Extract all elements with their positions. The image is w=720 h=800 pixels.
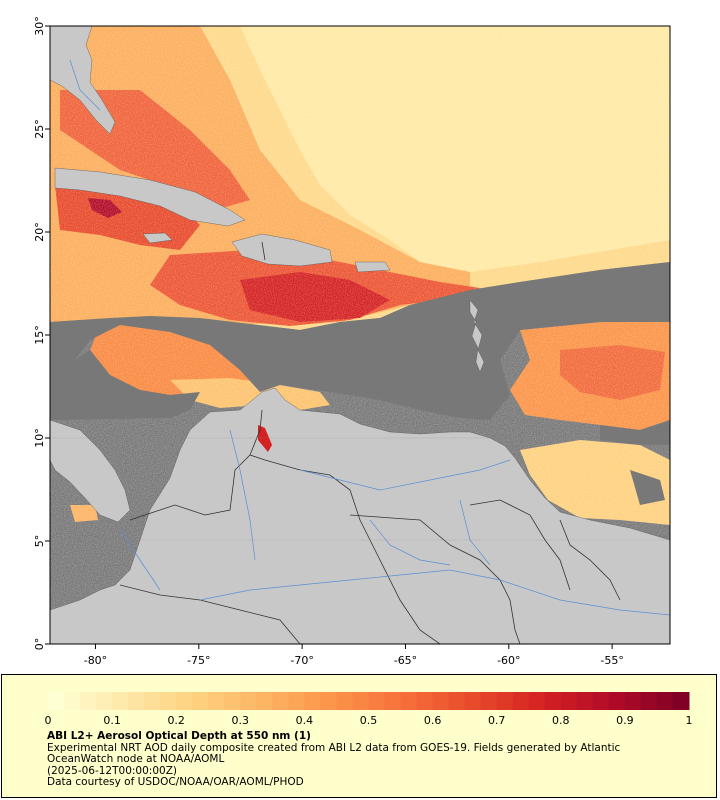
- colorbar-tick-label: 0: [45, 714, 52, 727]
- colorbar-swatch: [128, 692, 145, 710]
- colorbar-swatch: [224, 692, 241, 710]
- colorbar-swatch: [384, 692, 402, 710]
- lon-tick-label: -80°: [84, 654, 107, 667]
- colorbar-tick-label: 0.3: [232, 714, 250, 727]
- lat-tick-label: 25°: [33, 119, 46, 139]
- colorbar-swatch: [448, 692, 466, 710]
- colorbar-swatch: [624, 692, 642, 710]
- colorbar-swatch: [640, 692, 658, 710]
- lat-tick-label: 15°: [33, 325, 46, 345]
- colorbar-swatch: [352, 692, 369, 710]
- colorbar-swatch: [96, 692, 113, 710]
- hispaniola-land: [231, 233, 333, 267]
- colorbar-swatch: [464, 692, 482, 710]
- colorbar-swatch: [480, 692, 498, 710]
- lat-tick-label: 0°: [33, 638, 46, 651]
- cuba-land: [54, 167, 246, 227]
- jamaica-land: [142, 232, 173, 244]
- legend-credit: Data courtesy of USDOC/NOAA/OAR/AOML/PHO…: [47, 776, 304, 788]
- colorbar-swatch: [288, 692, 305, 710]
- florida-land: [50, 26, 116, 135]
- colorbar-swatch: [544, 692, 562, 710]
- colorbar-swatch: [176, 692, 193, 710]
- colorbar-swatch: [416, 692, 434, 710]
- colorbar-swatch: [496, 692, 514, 710]
- colorbar-swatch: [48, 692, 65, 710]
- legend-panel: 0 0.1 0.2 0.3 0.4 0.5 0.6 0.7 0.8 0.9 1: [1, 674, 717, 798]
- colorbar-swatch: [528, 692, 546, 710]
- colorbar-swatch: [208, 692, 225, 710]
- colorbar-swatch: [272, 692, 289, 710]
- lat-tick-label: 30°: [33, 16, 46, 36]
- colorbar-swatch: [64, 692, 81, 710]
- lake-maracaibo: [258, 425, 272, 452]
- lon-tick-label: -65°: [394, 654, 417, 667]
- lon-tick-label: -70°: [290, 654, 313, 667]
- colorbar-swatch: [512, 692, 530, 710]
- colorbar-swatch: [368, 692, 386, 710]
- colorbar-swatch: [560, 692, 578, 710]
- lat-tick-label: 20°: [33, 222, 46, 242]
- colorbar-swatch: [240, 692, 257, 710]
- colorbar-swatch: [304, 692, 321, 710]
- colorbar-ticks: 0 0.1 0.2 0.3 0.4 0.5 0.6 0.7 0.8 0.9 1: [45, 714, 693, 727]
- lat-tick-label: 5°: [33, 535, 46, 548]
- colorbar-tick-label: 0.5: [360, 714, 378, 727]
- colorbar-tick-label: 0.8: [552, 714, 570, 727]
- no-data-regions: [50, 262, 670, 505]
- lon-tick-label: -75°: [187, 654, 210, 667]
- colorbar-tick-label: 0.4: [296, 714, 314, 727]
- colorbar-swatch: [336, 692, 353, 710]
- colorbar-swatch: [656, 692, 674, 710]
- colorbar-tick-label: 0.7: [488, 714, 506, 727]
- latitude-axis: 30° 25° 20° 15° 10° 5° 0°: [33, 16, 50, 650]
- colorbar: 0 0.1 0.2 0.3 0.4 0.5 0.6 0.7 0.8 0.9 1: [45, 692, 693, 727]
- lon-tick-label: -55°: [600, 654, 623, 667]
- colorbar-tick-label: 0.6: [424, 714, 442, 727]
- colorbar-tick-label: 0.9: [616, 714, 634, 727]
- legend-description-line2: OceanWatch node at NOAA/AOML: [47, 753, 225, 765]
- lat-tick-label: 10°: [33, 428, 46, 448]
- colorbar-swatch: [256, 692, 273, 710]
- colorbar-swatch: [608, 692, 626, 710]
- colorbar-swatch: [192, 692, 209, 710]
- map-plot-area: [50, 26, 670, 644]
- colorbar-swatch: [432, 692, 450, 710]
- colorbar-ramp: [48, 692, 690, 710]
- colorbar-swatch: [592, 692, 610, 710]
- puerto-rico-land: [354, 261, 391, 273]
- colorbar-swatch: [672, 692, 690, 710]
- colorbar-tick-label: 0.2: [167, 714, 185, 727]
- lesser-antilles-land: [469, 299, 485, 373]
- colorbar-tick-label: 1: [686, 714, 693, 727]
- legend-title: ABI L2+ Aerosol Optical Depth at 550 nm …: [47, 730, 311, 742]
- legend-caption: ABI L2+ Aerosol Optical Depth at 550 nm …: [47, 730, 697, 789]
- legend-date: (2025-06-12T00:00:00Z): [47, 764, 177, 777]
- colorbar-swatch: [320, 692, 337, 710]
- central-america-land: [50, 419, 131, 523]
- colorbar-swatch: [160, 692, 177, 710]
- legend-description-line1: Experimental NRT AOD daily composite cre…: [47, 741, 621, 754]
- colorbar-swatch: [400, 692, 418, 710]
- grid-lines: [50, 437, 670, 541]
- longitude-axis: -80° -75° -70° -65° -60° -55°: [84, 644, 624, 667]
- lon-tick-label: -60°: [497, 654, 520, 667]
- colorbar-swatch: [144, 692, 161, 710]
- colorbar-tick-label: 0.1: [103, 714, 121, 727]
- colorbar-swatch: [576, 692, 594, 710]
- aod-map: -80° -75° -70° -65° -60° -55° 30° 25° 20° 15° 10°…: [33, 16, 671, 667]
- colorbar-swatch: [80, 692, 97, 710]
- colorbar-swatch: [112, 692, 129, 710]
